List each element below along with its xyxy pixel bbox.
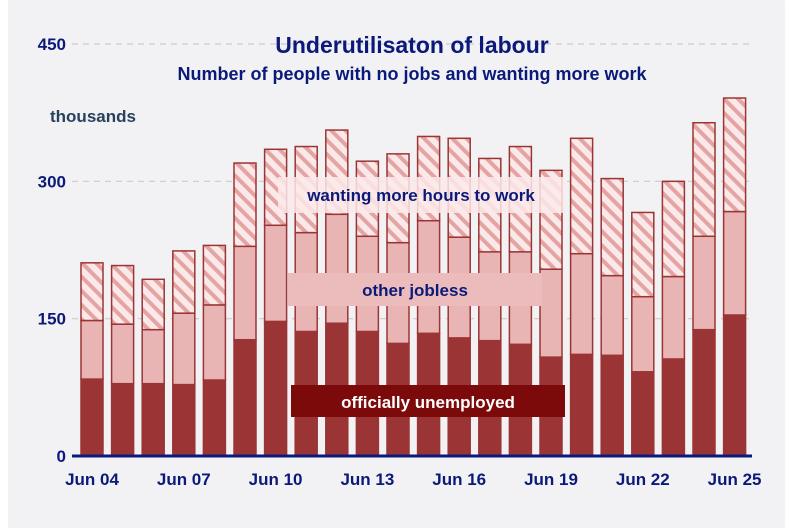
bar-wanting-more-hours [80,262,104,322]
bar-officially-unemployed [722,314,747,457]
x-tick-label: Jun 16 [432,470,486,489]
bar-wanting-more-hours [569,137,594,255]
y-tick-label: 450 [38,35,66,54]
bar-other-jobless [661,275,686,360]
bar-other-jobless [692,235,716,331]
bar-other-jobless [80,319,104,380]
bar-wanting-more-hours [722,97,747,213]
annotation-hours-label: wanting more hours to work [306,186,535,205]
y-axis-unit: thousands [50,107,136,126]
bar-officially-unemployed [263,320,288,457]
x-tick-label: Jun 04 [65,470,119,489]
bar-officially-unemployed [631,371,655,457]
bar-other-jobless [325,213,349,324]
x-tick-label: Jun 19 [524,470,578,489]
bar-other-jobless [569,252,594,356]
bar-wanting-more-hours [202,244,227,306]
x-axis-ticks: Jun 04 Jun 07 Jun 10 Jun 13 Jun 16 Jun 19 Jun … [65,470,761,489]
bar-other-jobless [172,312,196,386]
chart-title: Underutilisaton of labour [275,32,548,58]
bar-other-jobless [202,304,227,381]
bar-officially-unemployed [172,383,196,457]
x-tick-label: Jun 10 [249,470,303,489]
annotation-other: other jobless [288,273,542,306]
y-tick-label: 300 [38,172,66,191]
bar-other-jobless [631,295,655,373]
bar-other-jobless [600,274,624,357]
bar-wanting-more-hours [661,180,686,278]
bar-wanting-more-hours [600,177,624,277]
bar-officially-unemployed [661,358,686,457]
y-axis-ticks: 0 150 300 450 [38,35,66,466]
annotation-other-label: other jobless [362,281,468,300]
bar-officially-unemployed [600,354,624,457]
bar-wanting-more-hours [692,121,716,238]
bar-wanting-more-hours [141,278,165,331]
bar-officially-unemployed [233,338,257,457]
y-tick-label: 0 [57,447,66,466]
x-tick-label: Jun 22 [616,470,670,489]
bar-wanting-more-hours [172,250,196,314]
bar-wanting-more-hours [233,162,257,248]
bar-other-jobless [110,323,135,385]
y-tick-label: 150 [38,310,66,329]
bar-officially-unemployed [692,328,716,457]
x-tick-label: Jun 13 [340,470,394,489]
bar-other-jobless [263,224,288,323]
annotation-hours: wanting more hours to work [278,177,564,213]
annotation-hours-bg [278,177,564,213]
annotation-unemployed-label: officially unemployed [341,393,515,412]
bar-other-jobless [141,328,165,385]
annotation-other-bg [288,273,542,306]
x-tick-label: Jun 25 [708,470,762,489]
bar-wanting-more-hours [631,211,655,298]
bar-other-jobless [539,268,563,358]
bar-officially-unemployed [80,378,104,457]
bar-wanting-more-hours [110,264,135,325]
bar-officially-unemployed [141,382,165,457]
bar-officially-unemployed [110,382,135,457]
annotation-unemployed-bg [291,385,565,417]
x-tick-label: Jun 07 [157,470,211,489]
bar-other-jobless [233,245,257,341]
chart-subtitle: Number of people with no jobs and wantin… [177,64,647,84]
bar-other-jobless [722,210,747,316]
bar-officially-unemployed [569,353,594,457]
bar-officially-unemployed [202,379,227,457]
annotation-unemployed: officially unemployed [291,385,565,417]
